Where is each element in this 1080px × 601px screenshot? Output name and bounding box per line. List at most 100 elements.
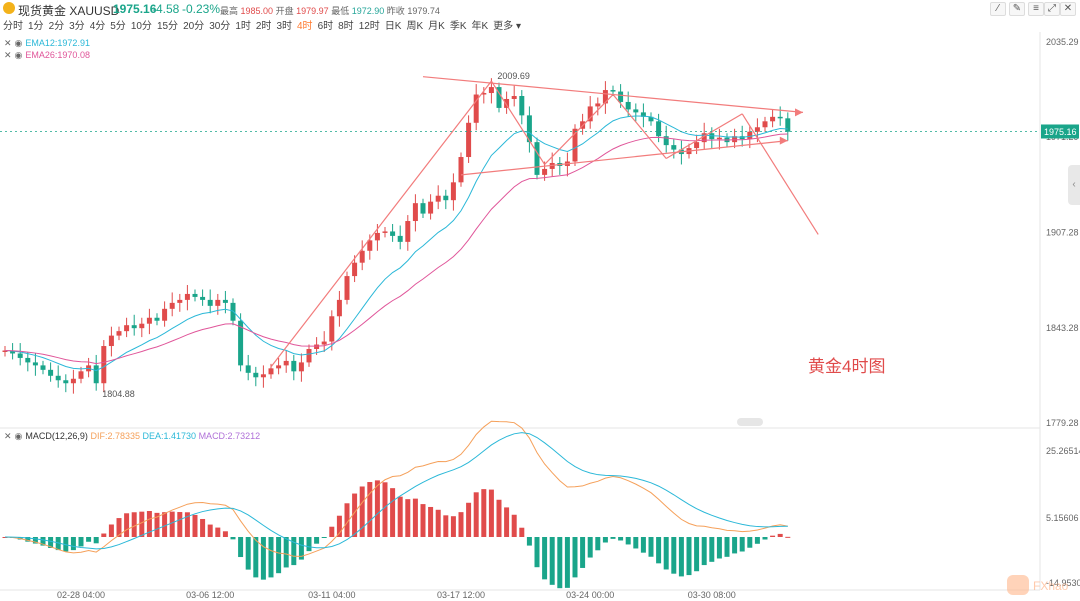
close-indicator-icon[interactable]: ✕ <box>4 431 12 441</box>
close-indicator-icon[interactable]: ✕ <box>4 38 12 48</box>
candle-body-63 <box>481 93 487 95</box>
timeframe-5[interactable]: 5分 <box>110 21 126 32</box>
candle-body-36 <box>276 365 282 369</box>
timeframe-8[interactable]: 20分 <box>183 21 205 32</box>
macd-bar-62 <box>473 492 479 537</box>
candle-body-16 <box>124 325 130 332</box>
close-icon[interactable]: ✕ <box>1060 2 1076 16</box>
macd-bar-24 <box>184 512 190 537</box>
candle-body-13 <box>101 346 107 384</box>
macd-bar-53 <box>405 499 411 537</box>
candle-body-33 <box>253 372 259 378</box>
macd-bar-28 <box>215 527 221 537</box>
macd-bar-92 <box>701 537 707 566</box>
timeframe-19[interactable]: 月K <box>428 21 445 32</box>
macd-bar-9 <box>70 537 76 551</box>
candle-body-57 <box>435 195 441 202</box>
macd-tick-2: -14.95301 <box>1046 578 1080 588</box>
prev-close-value: 1979.74 <box>407 6 440 16</box>
timeframe-17[interactable]: 日K <box>384 21 402 32</box>
timeframe-4[interactable]: 4分 <box>89 21 106 32</box>
indicator-icon[interactable]: ≡ <box>1028 2 1044 16</box>
dea-line <box>4 432 788 550</box>
timeframe-15[interactable]: 8时 <box>338 21 354 32</box>
time-label-2: 03-11 04:00 <box>308 590 355 600</box>
open-value: 1979.97 <box>296 6 329 16</box>
eye-icon[interactable]: ◉ <box>14 38 23 48</box>
macd-bar-75 <box>572 537 578 578</box>
macd-bar-13 <box>101 533 107 537</box>
fxhao-logo: FXhao <box>1005 573 1075 597</box>
timeframe-14[interactable]: 6时 <box>317 21 334 32</box>
candle-body-9 <box>70 378 76 384</box>
side-panel-toggle[interactable]: ‹ <box>1068 165 1080 205</box>
macd-bar-91 <box>694 537 700 572</box>
timeframe-18[interactable]: 周K <box>406 21 424 32</box>
timeframe-3[interactable]: 3分 <box>69 21 85 32</box>
ema26-legend: ✕ ◉ EMA26:1970.08 <box>4 50 90 61</box>
timeframe-10[interactable]: 1时 <box>235 21 251 32</box>
macd-bar-55 <box>420 504 426 537</box>
line-tool-icon[interactable]: ⁄ <box>990 2 1006 16</box>
macd-bar-40 <box>306 537 312 552</box>
macd-bar-102 <box>777 533 783 537</box>
timeframe-9[interactable]: 30分 <box>209 21 231 32</box>
timeframe-6[interactable]: 10分 <box>130 21 152 32</box>
expand-icon[interactable]: ⤢ <box>1044 2 1060 16</box>
annotation-0: 2009.69 <box>497 71 530 81</box>
instrument-title: 现货黄金 XAUUSD <box>18 4 120 18</box>
candle-body-64 <box>488 87 494 94</box>
macd-bar-50 <box>382 482 388 537</box>
macd-bar-85 <box>648 537 654 557</box>
candle-body-58 <box>443 195 449 201</box>
macd-bar-58 <box>443 515 449 537</box>
macd-bar-21 <box>162 512 168 537</box>
logo-text: FXhao <box>1033 579 1069 593</box>
dea-label: DEA:1.41730 <box>142 431 197 441</box>
macd-bar-46 <box>352 493 358 537</box>
macd-bar-16 <box>124 513 130 537</box>
timeframe-22[interactable]: 更多 ▾ <box>493 21 521 32</box>
macd-bar-68 <box>519 527 525 537</box>
eye-icon[interactable]: ◉ <box>14 50 23 60</box>
timeframe-21[interactable]: 年K <box>471 21 489 32</box>
candle-body-46 <box>352 262 358 277</box>
candle-body-103 <box>785 118 791 132</box>
candle-body-54 <box>412 203 418 222</box>
eye-icon[interactable]: ◉ <box>14 431 23 441</box>
timeframe-11[interactable]: 2时 <box>255 21 272 32</box>
candle-body-51 <box>390 231 396 236</box>
macd-bar-47 <box>359 486 365 537</box>
timeframe-2[interactable]: 2分 <box>48 21 65 32</box>
draw-icon[interactable]: ✎ <box>1009 2 1025 16</box>
time-label-5: 03-30 08:00 <box>688 590 736 600</box>
macd-bar-86 <box>656 537 662 564</box>
ema12-label: EMA12:1972.91 <box>25 38 90 48</box>
macd-bar-99 <box>754 537 760 544</box>
macd-bar-94 <box>716 537 722 559</box>
timeframe-13[interactable]: 4时 <box>297 21 313 32</box>
chart-watermark: 黄金4时图 <box>808 357 885 376</box>
macd-bar-101 <box>770 535 776 537</box>
timeframe-12[interactable]: 3时 <box>276 21 292 32</box>
timeframe-0[interactable]: 分时 <box>3 21 23 32</box>
macd-bar-67 <box>511 514 517 537</box>
timeframe-16[interactable]: 12时 <box>358 21 380 32</box>
candle-body-19 <box>146 317 152 324</box>
macd-bar-48 <box>367 482 373 537</box>
candle-body-47 <box>359 250 365 263</box>
macd-bar-82 <box>625 537 631 545</box>
timeframe-7[interactable]: 15分 <box>156 21 179 32</box>
macd-bar-30 <box>230 537 236 540</box>
macd-bar-41 <box>314 537 320 544</box>
macd-bar-4 <box>32 537 38 544</box>
candle-body-60 <box>458 157 464 183</box>
candle-body-15 <box>116 331 122 336</box>
macd-bar-54 <box>412 498 418 537</box>
candle-body-48 <box>367 240 373 251</box>
timeframe-20[interactable]: 季K <box>449 21 467 32</box>
close-indicator-icon[interactable]: ✕ <box>4 50 12 60</box>
timeframe-1[interactable]: 1分 <box>28 21 44 32</box>
candle-body-37 <box>283 360 289 366</box>
